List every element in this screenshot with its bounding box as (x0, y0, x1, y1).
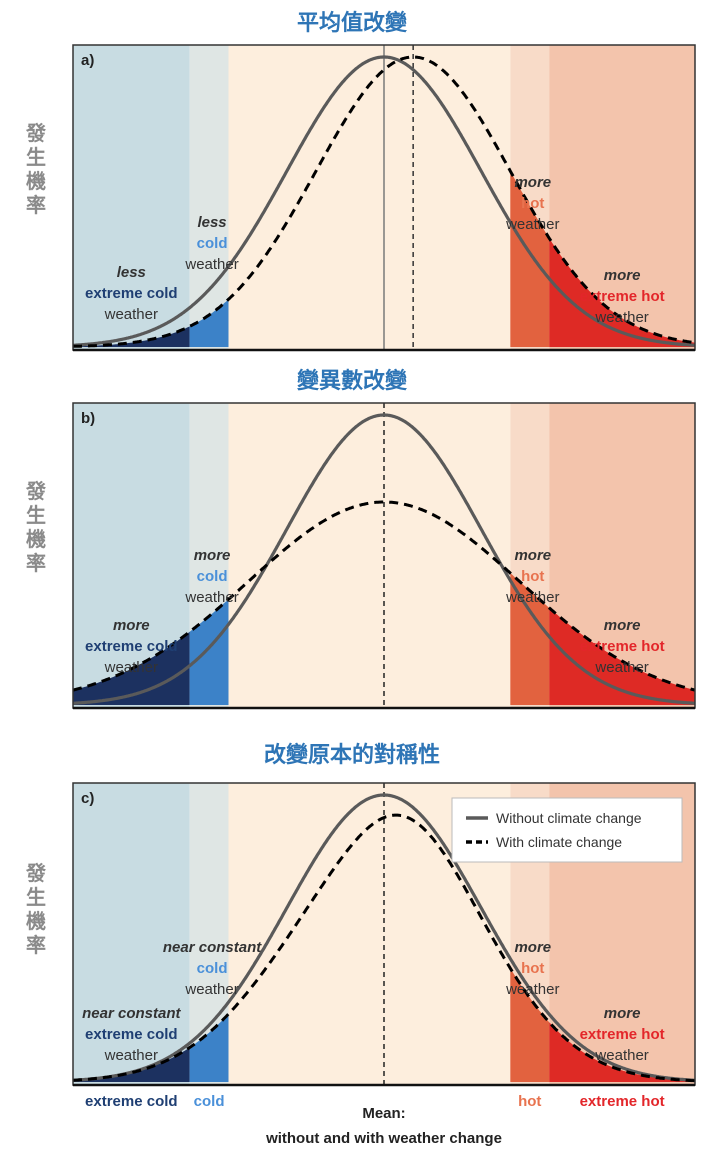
y-axis-label: 發生機率 (25, 479, 46, 575)
panel-b: 變異數改變 b) 發生機率 more extreme cold weather more co… (25, 368, 696, 710)
annotation-cold-line-0: less (197, 214, 226, 231)
zone-bg-normal (228, 45, 511, 350)
annotation-hot-line-1: hot (521, 568, 544, 585)
tail-fill-hot (510, 968, 550, 1082)
x-mean-label-subtitle: without and with weather change (265, 1130, 502, 1147)
tail-fill-extreme-cold (73, 1047, 190, 1082)
tail-fill-extreme-cold (73, 326, 190, 347)
annotation-extreme-cold-line-0: more (113, 617, 150, 634)
x-category-label-extreme-cold: extreme cold (85, 1093, 178, 1110)
curve-with-climate-change (72, 55, 696, 348)
panel-c: 改變原本的對稱性 c) 發生機率 near constant extreme cold w… (25, 742, 696, 1147)
tail-fill-extreme-cold (73, 631, 190, 705)
annotation-extreme-cold-line-2: weather (104, 306, 158, 323)
annotation-cold-line-0: more (194, 547, 231, 564)
x-category-label-cold: cold (194, 1093, 225, 1110)
tail-fill-cold (189, 299, 229, 347)
annotation-extreme-hot-line-0: more (604, 267, 641, 284)
annotation-extreme-hot-line-0: more (604, 617, 641, 634)
zone-bg-cold (189, 45, 229, 350)
x-category-label-extreme-hot: extreme hot (580, 1093, 665, 1110)
annotation-cold-line-2: weather (184, 981, 238, 998)
tail-fill-hot (510, 573, 550, 705)
zone-bg-extreme-cold (73, 783, 190, 1085)
curve-without-climate-change (72, 413, 696, 705)
tail-fill-cold (189, 1014, 229, 1082)
annotation-extreme-hot-line-1: extreme hot (580, 638, 665, 655)
legend-label-solid: Without climate change (496, 810, 642, 826)
legend-label-dashed: With climate change (496, 834, 622, 850)
annotation-cold-line-2: weather (184, 256, 238, 273)
tail-fill-extreme-hot (549, 607, 695, 705)
legend-box (451, 797, 683, 863)
panel-label: c) (81, 790, 94, 807)
annotation-hot-line-0: more (514, 547, 551, 564)
annotation-cold-line-1: cold (197, 568, 228, 585)
annotation-cold-line-0: near constant (163, 939, 262, 956)
annotation-cold-line-1: cold (197, 235, 228, 252)
annotation-hot-line-2: weather (505, 589, 559, 606)
annotation-extreme-hot-line-2: weather (594, 1047, 648, 1064)
annotation-extreme-cold-line-1: extreme cold (85, 285, 178, 302)
annotation-cold-line-1: cold (197, 960, 228, 977)
curve-without-climate-change (72, 793, 696, 1082)
panel-title: 平均值改變 (297, 10, 408, 36)
legend: Without climate change With climate chang… (451, 797, 683, 863)
tail-fill-extreme-hot (549, 238, 695, 347)
annotation-extreme-cold-line-0: near constant (82, 1005, 181, 1022)
zone-bg-extreme-cold (73, 45, 190, 350)
panel-label: a) (81, 52, 94, 69)
tail-fill-hot (510, 171, 550, 347)
annotation-hot-line-0: more (514, 939, 551, 956)
annotation-extreme-cold-line-1: extreme cold (85, 1026, 178, 1043)
annotation-hot-line-2: weather (505, 216, 559, 233)
y-axis-label: 發生機率 (25, 121, 46, 217)
annotation-hot-line-1: hot (521, 195, 544, 212)
annotation-extreme-hot-line-1: extreme hot (580, 288, 665, 305)
panel-label: b) (81, 410, 95, 427)
annotation-extreme-hot-line-2: weather (594, 309, 648, 326)
x-category-label-hot: hot (518, 1093, 541, 1110)
annotation-extreme-hot-line-1: extreme hot (580, 1026, 665, 1043)
tail-fill-extreme-hot (549, 1022, 695, 1082)
annotation-extreme-hot-line-0: more (604, 1005, 641, 1022)
x-mean-label-title: Mean: (362, 1105, 405, 1122)
panel-title: 改變原本的對稱性 (264, 742, 440, 768)
curve-with-climate-change (73, 813, 695, 1083)
annotation-extreme-cold-line-2: weather (104, 1047, 158, 1064)
y-axis-label: 發生機率 (25, 861, 46, 957)
panel-title: 變異數改變 (297, 368, 408, 394)
curve-without-climate-change (72, 55, 696, 347)
annotation-hot-line-0: more (514, 174, 551, 191)
annotation-extreme-cold-line-1: extreme cold (85, 638, 178, 655)
annotation-extreme-hot-line-2: weather (594, 659, 648, 676)
annotation-hot-line-2: weather (505, 981, 559, 998)
annotation-cold-line-2: weather (184, 589, 238, 606)
panel-a: 平均值改變 a) 發生機率 less extreme cold weather less co… (25, 10, 696, 352)
annotation-extreme-cold-line-2: weather (104, 659, 158, 676)
annotation-hot-line-1: hot (521, 960, 544, 977)
annotation-extreme-cold-line-0: less (117, 264, 146, 281)
